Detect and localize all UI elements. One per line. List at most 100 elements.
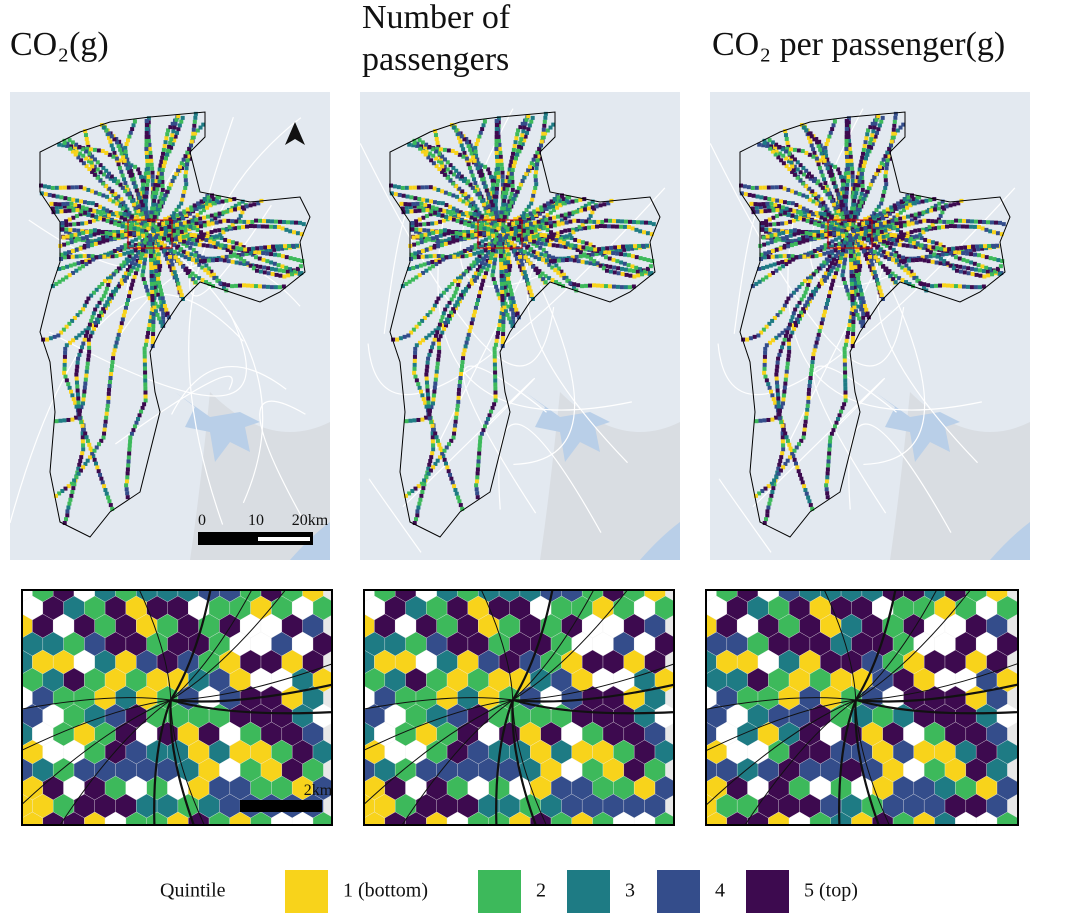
- hex-cell: [179, 120, 183, 124]
- hex-cell: [500, 286, 504, 290]
- hex-cell: [458, 384, 462, 388]
- hex-cell: [75, 214, 79, 218]
- hex-cell: [110, 143, 114, 147]
- hex-cell: [495, 155, 499, 159]
- hex-cell: [84, 221, 88, 225]
- hex-cell: [497, 292, 501, 296]
- hex-cell: [412, 243, 416, 247]
- hex-cell: [143, 371, 147, 375]
- hex-cell: [85, 300, 89, 304]
- hex-cell: [215, 221, 219, 225]
- hex-cell: [125, 142, 129, 146]
- hex-cell: [270, 285, 274, 289]
- hex-cell: [231, 260, 235, 264]
- hex-cell: [426, 222, 430, 226]
- hex-cell: [156, 277, 160, 281]
- hex-cell: [64, 517, 68, 521]
- hex-cell: [884, 178, 888, 182]
- hex-cell: [502, 316, 506, 320]
- hex-cell: [416, 506, 420, 510]
- hex-cell: [468, 148, 472, 152]
- hex-cell: [525, 223, 529, 227]
- hex-cell: [172, 215, 176, 219]
- hex-cell: [175, 131, 179, 135]
- hex-cell: [145, 223, 149, 227]
- hex-cell: [473, 310, 477, 314]
- hex-cell: [508, 204, 512, 208]
- hex-cell: [136, 417, 140, 421]
- hex-cell: [434, 221, 438, 225]
- hex-cell: [531, 194, 535, 198]
- hex-cell: [527, 286, 531, 290]
- hex-cell: [529, 120, 533, 124]
- hex-cell: [81, 447, 85, 451]
- hex-cell: [152, 229, 156, 233]
- hex-cell: [488, 413, 492, 417]
- hex-cell: [441, 254, 445, 258]
- hex-cell: [194, 242, 198, 246]
- hex-cell: [488, 260, 492, 264]
- hex-cell: [440, 331, 444, 335]
- hex-cell: [241, 253, 245, 257]
- hex-cell: [524, 274, 528, 278]
- hex-cell: [493, 258, 497, 262]
- hex-cell: [176, 168, 180, 172]
- hex-cell: [79, 254, 83, 258]
- hex-cell: [133, 424, 137, 428]
- hex-cell: [136, 231, 140, 235]
- hex-cell: [489, 175, 493, 179]
- hex-cell: [130, 127, 134, 131]
- hex-cell: [275, 273, 279, 277]
- hex-cell: [456, 219, 460, 223]
- hex-cell: [617, 271, 621, 275]
- hex-cell: [165, 132, 169, 136]
- hex-cell: [810, 143, 814, 147]
- hex-cell: [591, 253, 595, 257]
- hex-cell: [587, 202, 591, 206]
- hex-cell: [167, 225, 171, 229]
- panel-title: Number of: [362, 0, 511, 36]
- hex-cell: [452, 125, 456, 129]
- hex-cell: [541, 136, 545, 140]
- hex-cell: [87, 326, 91, 330]
- hex-cell: [423, 233, 427, 237]
- hex-cell: [162, 164, 166, 168]
- hex-cell: [431, 443, 435, 447]
- hex-cell: [547, 254, 551, 258]
- hex-cell: [211, 221, 215, 225]
- hex-cell: [510, 156, 514, 160]
- hex-cell: [466, 337, 470, 341]
- hex-cell: [413, 209, 417, 213]
- hex-cell: [190, 140, 194, 144]
- maps: [10, 92, 1030, 560]
- hex-cell: [105, 208, 109, 212]
- hex-cell: [153, 195, 157, 199]
- hex-cell: [631, 226, 635, 230]
- hex-cell: [127, 135, 131, 139]
- hex-cell: [124, 483, 128, 487]
- hex-cell: [849, 159, 853, 163]
- hex-cell: [143, 367, 147, 371]
- hex-cell: [499, 266, 503, 270]
- hex-cell: [69, 202, 73, 206]
- hex-cell: [608, 257, 612, 261]
- hex-cell: [452, 207, 456, 211]
- hex-cell: [480, 239, 484, 243]
- hex-cell: [77, 353, 81, 357]
- hex-cell: [801, 235, 805, 239]
- hex-cell: [233, 226, 237, 230]
- hex-cell: [151, 179, 155, 183]
- hex-cell: [549, 259, 553, 263]
- hex-cell: [150, 278, 154, 282]
- hex-cell: [462, 151, 466, 155]
- hex-cell: [198, 217, 202, 221]
- hex-cell: [592, 283, 596, 287]
- hex-cell: [195, 221, 199, 225]
- hex-cell: [254, 255, 258, 259]
- hex-cell: [203, 259, 207, 263]
- hex-cell: [494, 285, 498, 289]
- hex-cell: [425, 365, 429, 369]
- hex-cell: [826, 495, 830, 499]
- hex-cell: [97, 237, 101, 241]
- hex-cell: [568, 212, 572, 216]
